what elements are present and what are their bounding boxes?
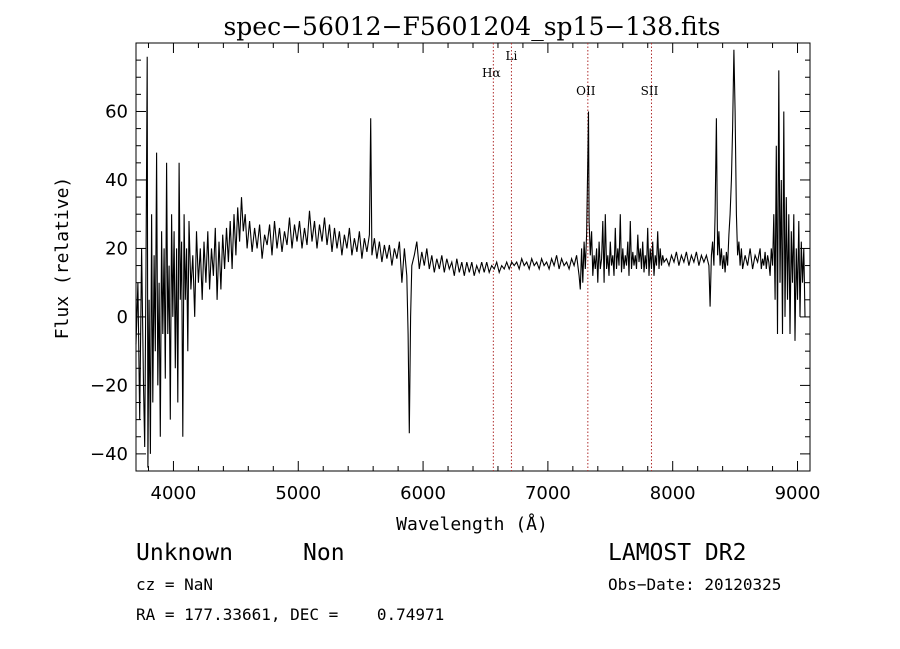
x-tick-label: 9000 <box>775 483 821 504</box>
y-tick-label: −40 <box>90 444 128 465</box>
line-marker-label-3: SII <box>641 84 659 98</box>
footer-cz: cz = NaN <box>136 575 213 594</box>
line-marker-label-2: OII <box>576 84 596 98</box>
line-marker-label-1: Li <box>506 49 518 63</box>
footer-coords: RA = 177.33661, DEC = 0.74971 <box>136 605 444 624</box>
chart-title: spec−56012−F5601204_sp15−138.fits <box>223 12 720 41</box>
y-tick-label: 60 <box>105 101 128 122</box>
x-tick-label: 4000 <box>151 483 197 504</box>
footer-subclass: Non <box>303 540 345 566</box>
x-tick-label: 6000 <box>400 483 446 504</box>
y-tick-label: −20 <box>90 375 128 396</box>
spectrum-line-0 <box>135 49 806 468</box>
y-tick-label: 20 <box>105 238 128 259</box>
x-axis-label: Wavelength (Å) <box>396 513 548 535</box>
y-tick-label: 0 <box>117 307 128 328</box>
x-tick-label: 8000 <box>650 483 696 504</box>
line-marker-label-0: Hα <box>482 66 501 80</box>
footer-class: Unknown <box>136 540 233 566</box>
y-tick-label: 40 <box>105 170 128 191</box>
x-tick-label: 7000 <box>525 483 571 504</box>
footer-obs-date: Obs−Date: 20120325 <box>608 575 781 594</box>
footer-survey: LAMOST DR2 <box>608 540 746 566</box>
spectrum-series <box>135 49 806 468</box>
plot-frame <box>135 42 811 472</box>
axis-ticks: 4000 5000 6000 7000 8000 9000 −40 −20 0 20 40 60 <box>90 43 820 504</box>
y-axis-label: Flux (relative) <box>52 177 73 340</box>
x-tick-label: 5000 <box>275 483 321 504</box>
